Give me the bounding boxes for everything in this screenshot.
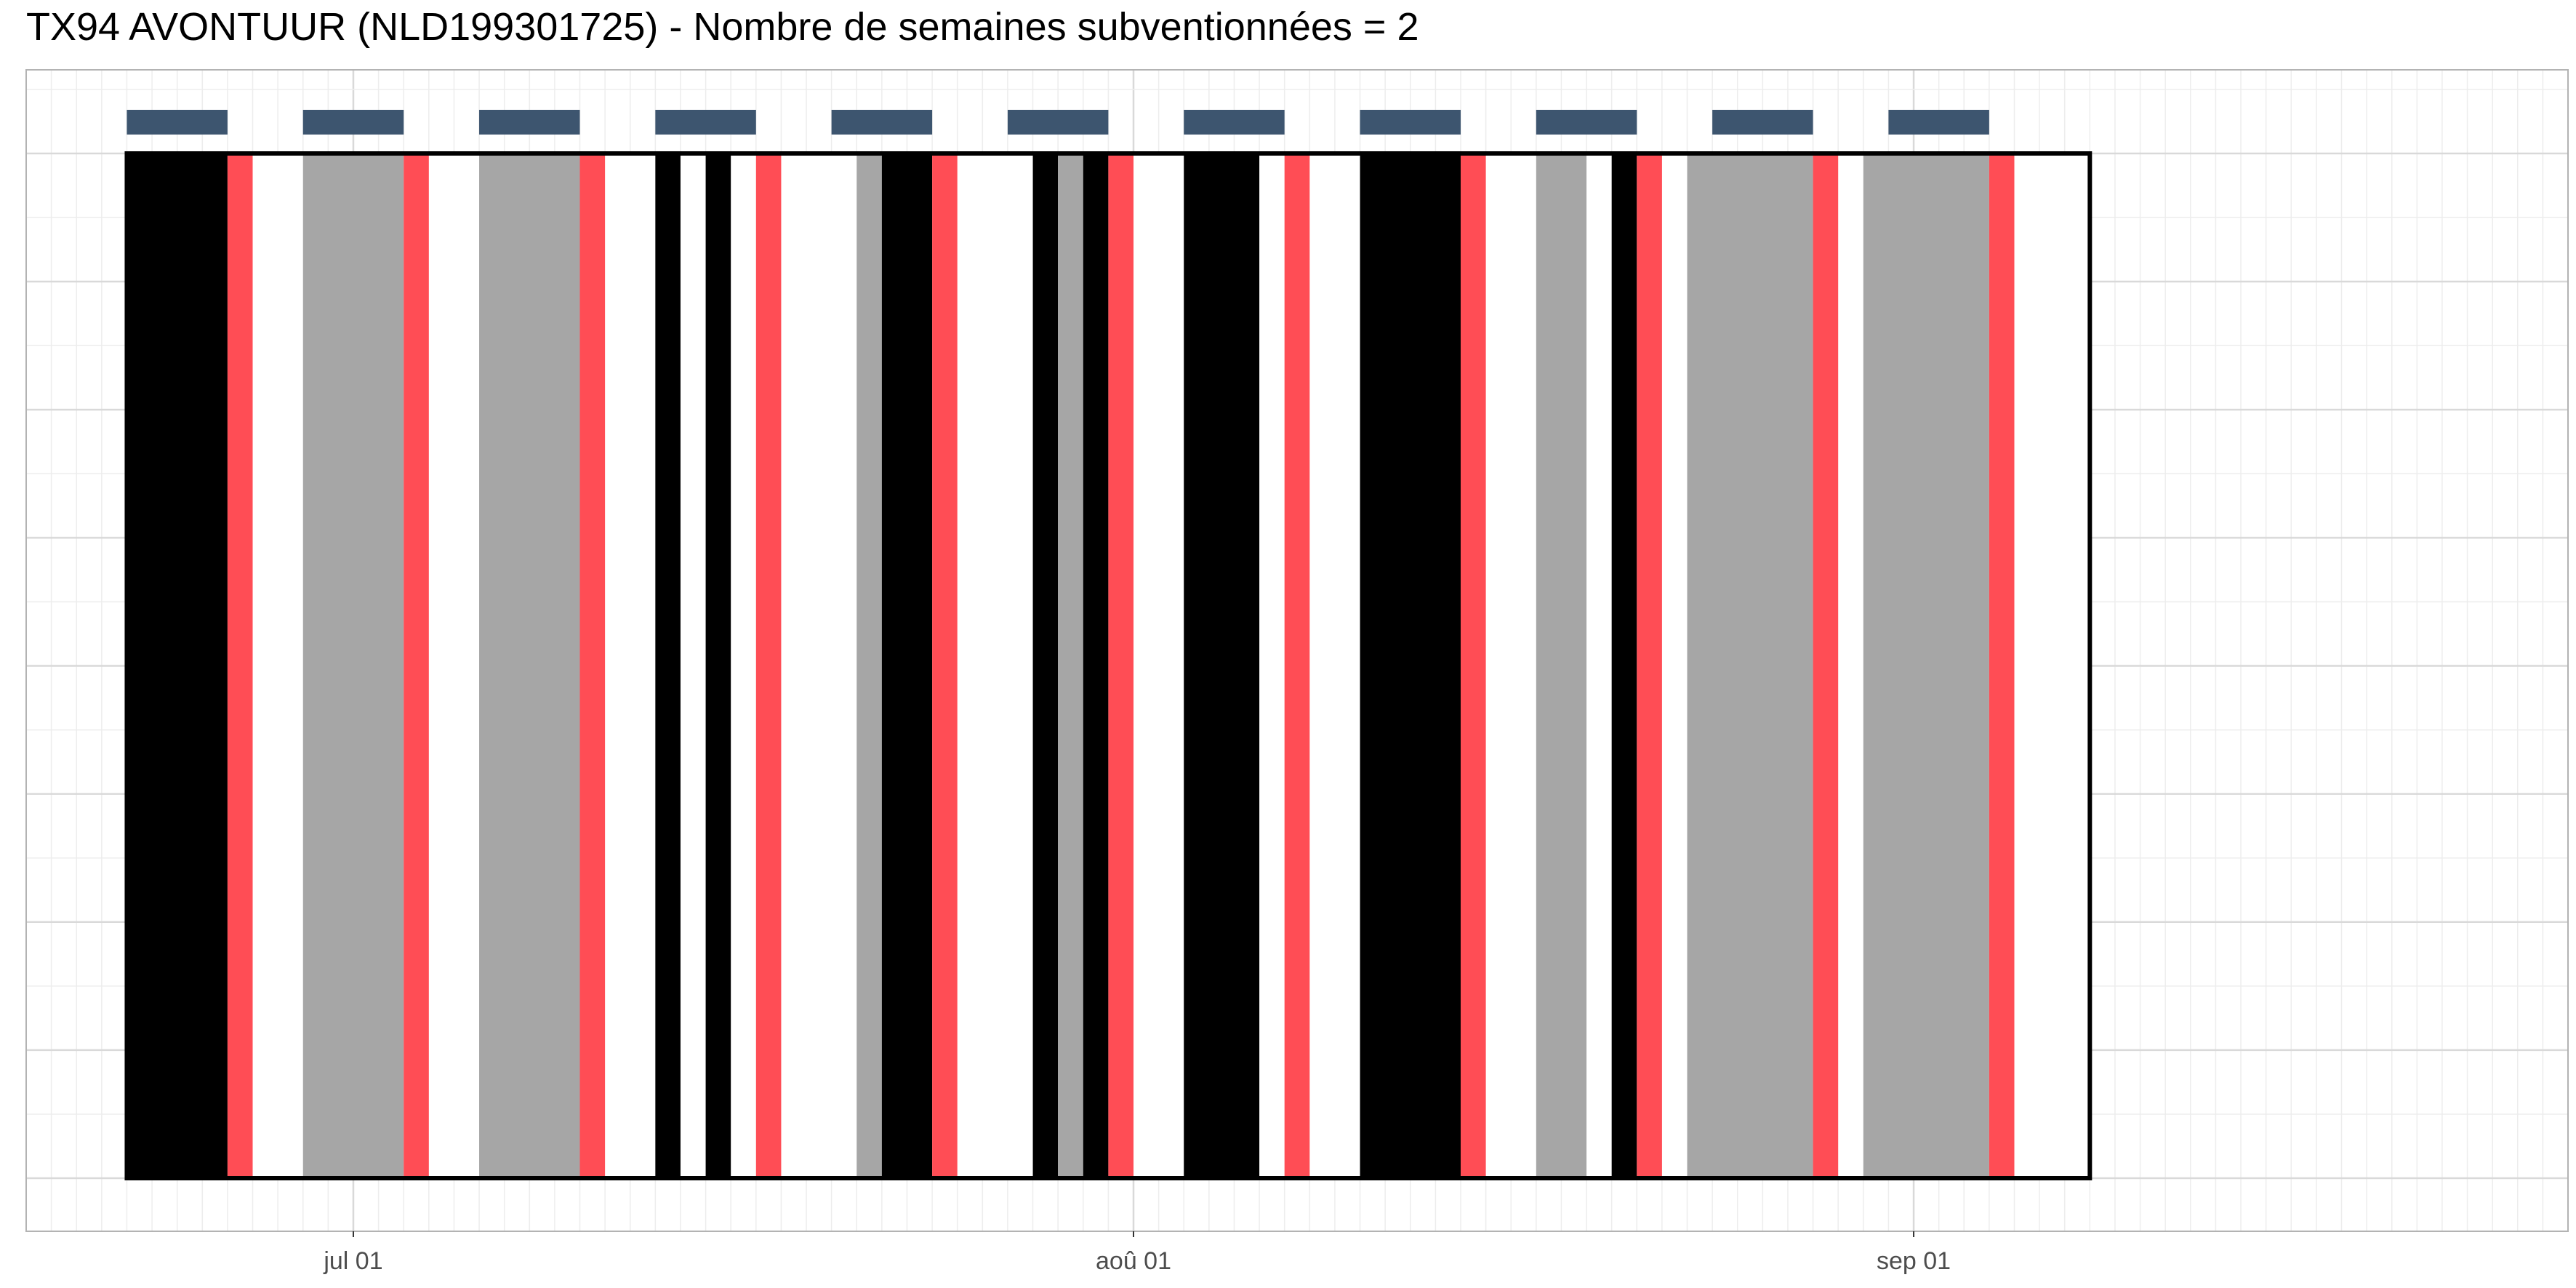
- period-frame-layer: [124, 151, 2093, 1180]
- day-bar-gray: [302, 153, 404, 1178]
- week-marker: [302, 110, 404, 135]
- day-bar-red: [404, 153, 429, 1178]
- day-bar-red: [1813, 153, 1839, 1178]
- day-bar-black: [655, 153, 681, 1178]
- week-marker: [479, 110, 580, 135]
- week-marker: [127, 110, 228, 135]
- panel-border: [25, 69, 2569, 1232]
- day-bar-red: [1108, 153, 1134, 1178]
- day-bar-black: [1611, 153, 1637, 1178]
- chart-title: TX94 AVONTUUR (NLD199301725) - Nombre de…: [26, 5, 1419, 49]
- x-tick-label: sep 01: [1877, 1247, 1951, 1275]
- day-bar-red: [1284, 153, 1310, 1178]
- day-bar-red: [932, 153, 958, 1178]
- day-bars: [127, 153, 2090, 1178]
- day-bar-black: [1032, 153, 1059, 1178]
- day-bar-red: [755, 153, 782, 1178]
- day-bar-gray: [1863, 153, 1989, 1178]
- week-markers: [127, 110, 1989, 135]
- week-marker: [1360, 110, 1461, 135]
- week-marker: [1536, 110, 1637, 135]
- day-bar-gray: [1058, 153, 1083, 1178]
- period-frame: [124, 151, 2093, 1180]
- week-marker: [1007, 110, 1109, 135]
- day-bar-gray: [1536, 153, 1587, 1178]
- day-bar-black: [127, 153, 228, 1178]
- day-bar-black: [705, 153, 731, 1178]
- day-bar-black: [1184, 153, 1260, 1178]
- week-marker: [1184, 110, 1285, 135]
- day-bar-red: [1637, 153, 1662, 1178]
- week-marker: [1888, 110, 1989, 135]
- week-marker: [831, 110, 933, 135]
- x-axis: jul 01 aoû 01 sep 01: [323, 1231, 1951, 1275]
- x-tick-label: aoû 01: [1096, 1247, 1171, 1275]
- x-tick-label: jul 01: [323, 1247, 382, 1275]
- day-bar-red: [1460, 153, 1486, 1178]
- day-bar-red: [579, 153, 606, 1178]
- week-marker: [1712, 110, 1813, 135]
- day-bar-gray: [856, 153, 882, 1178]
- day-bar-black: [881, 153, 933, 1178]
- week-marker: [655, 110, 756, 135]
- day-bar-red: [1989, 153, 2015, 1178]
- day-bar-red: [227, 153, 253, 1178]
- day-bar-gray: [479, 153, 580, 1178]
- day-bar-gray: [1687, 153, 1813, 1178]
- day-bar-black: [1360, 153, 1461, 1178]
- day-bar-black: [1083, 153, 1109, 1178]
